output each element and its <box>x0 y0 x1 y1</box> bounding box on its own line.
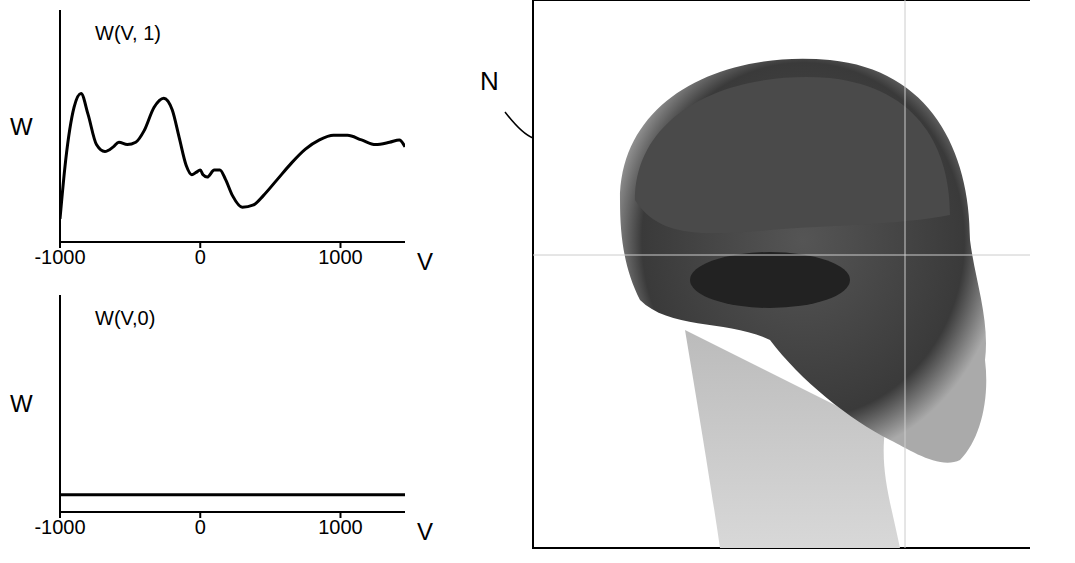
svg-text:-1000: -1000 <box>34 516 85 538</box>
svg-text:N: N <box>480 66 499 96</box>
svg-text:1000: 1000 <box>318 516 363 538</box>
svg-text:-1000: -1000 <box>34 246 85 268</box>
svg-text:V: V <box>417 518 433 545</box>
svg-text:0: 0 <box>195 246 206 268</box>
svg-text:W: W <box>10 390 33 417</box>
svg-text:W: W <box>10 113 33 140</box>
svg-text:0: 0 <box>195 516 206 538</box>
html-text:W(V, 1): W(V, 1) <box>95 22 161 44</box>
svg-text:1000: 1000 <box>318 246 363 268</box>
html-text:W(V,0): W(V,0) <box>95 307 156 329</box>
svg-text:V: V <box>417 248 433 275</box>
